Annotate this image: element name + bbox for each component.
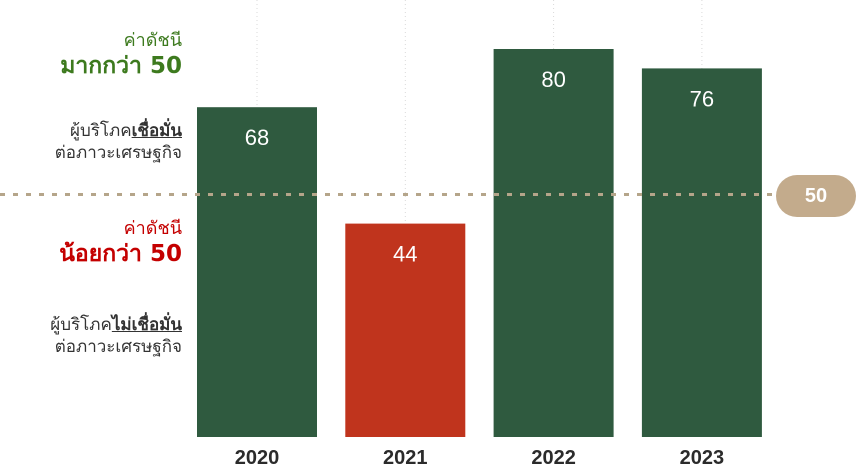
x-tick-2022: 2022: [531, 447, 576, 469]
data-label-2020: 68: [245, 125, 269, 150]
above-index-label: ค่าดัชนี: [123, 30, 182, 51]
vertical-gridlines: [256, 0, 703, 437]
below-description: ผู้บริโภคไม่เชื่อมั่น ต่อภาวะเศรษฐกิจ: [50, 314, 182, 358]
bar-2020: [197, 107, 317, 437]
above-annotation: ค่าดัชนี มากกว่า 50: [60, 30, 182, 80]
threshold-badge: 50: [776, 175, 856, 217]
above-desc-prefix: ผู้บริโภค: [70, 121, 132, 141]
below-desc-emphasis: ไม่เชื่อมั่น: [111, 315, 182, 335]
bar-2022: [493, 49, 614, 437]
data-labels-group: 68 44 80 76: [245, 67, 714, 267]
bar-2023: [641, 68, 762, 438]
data-label-2022: 80: [541, 67, 565, 92]
bar-2021: [345, 223, 466, 437]
x-tick-2023: 2023: [680, 447, 725, 469]
x-tick-2021: 2021: [383, 447, 428, 469]
bars-group: [197, 49, 762, 438]
below-index-label: ค่าดัชนี: [123, 218, 182, 239]
data-label-2021: 44: [393, 242, 417, 267]
above-desc-line2: ต่อภาวะเศรษฐกิจ: [54, 143, 182, 163]
above-threshold-label: มากกว่า 50: [60, 53, 182, 79]
below-desc-prefix: ผู้บริโภค: [50, 315, 112, 335]
above-description: ผู้บริโภคเชื่อมั่น ต่อภาวะเศรษฐกิจ: [55, 120, 182, 164]
below-annotation: ค่าดัชนี น้อยกว่า 50: [59, 218, 182, 268]
data-label-2023: 76: [690, 86, 714, 111]
x-tick-2020: 2020: [235, 447, 280, 469]
x-tick-labels-group: 2020 2021 2022 2023: [235, 447, 724, 469]
below-threshold-label: น้อยกว่า 50: [59, 241, 182, 267]
below-desc-line2: ต่อภาวะเศรษฐกิจ: [54, 337, 182, 357]
above-desc-emphasis: เชื่อมั่น: [131, 121, 182, 141]
